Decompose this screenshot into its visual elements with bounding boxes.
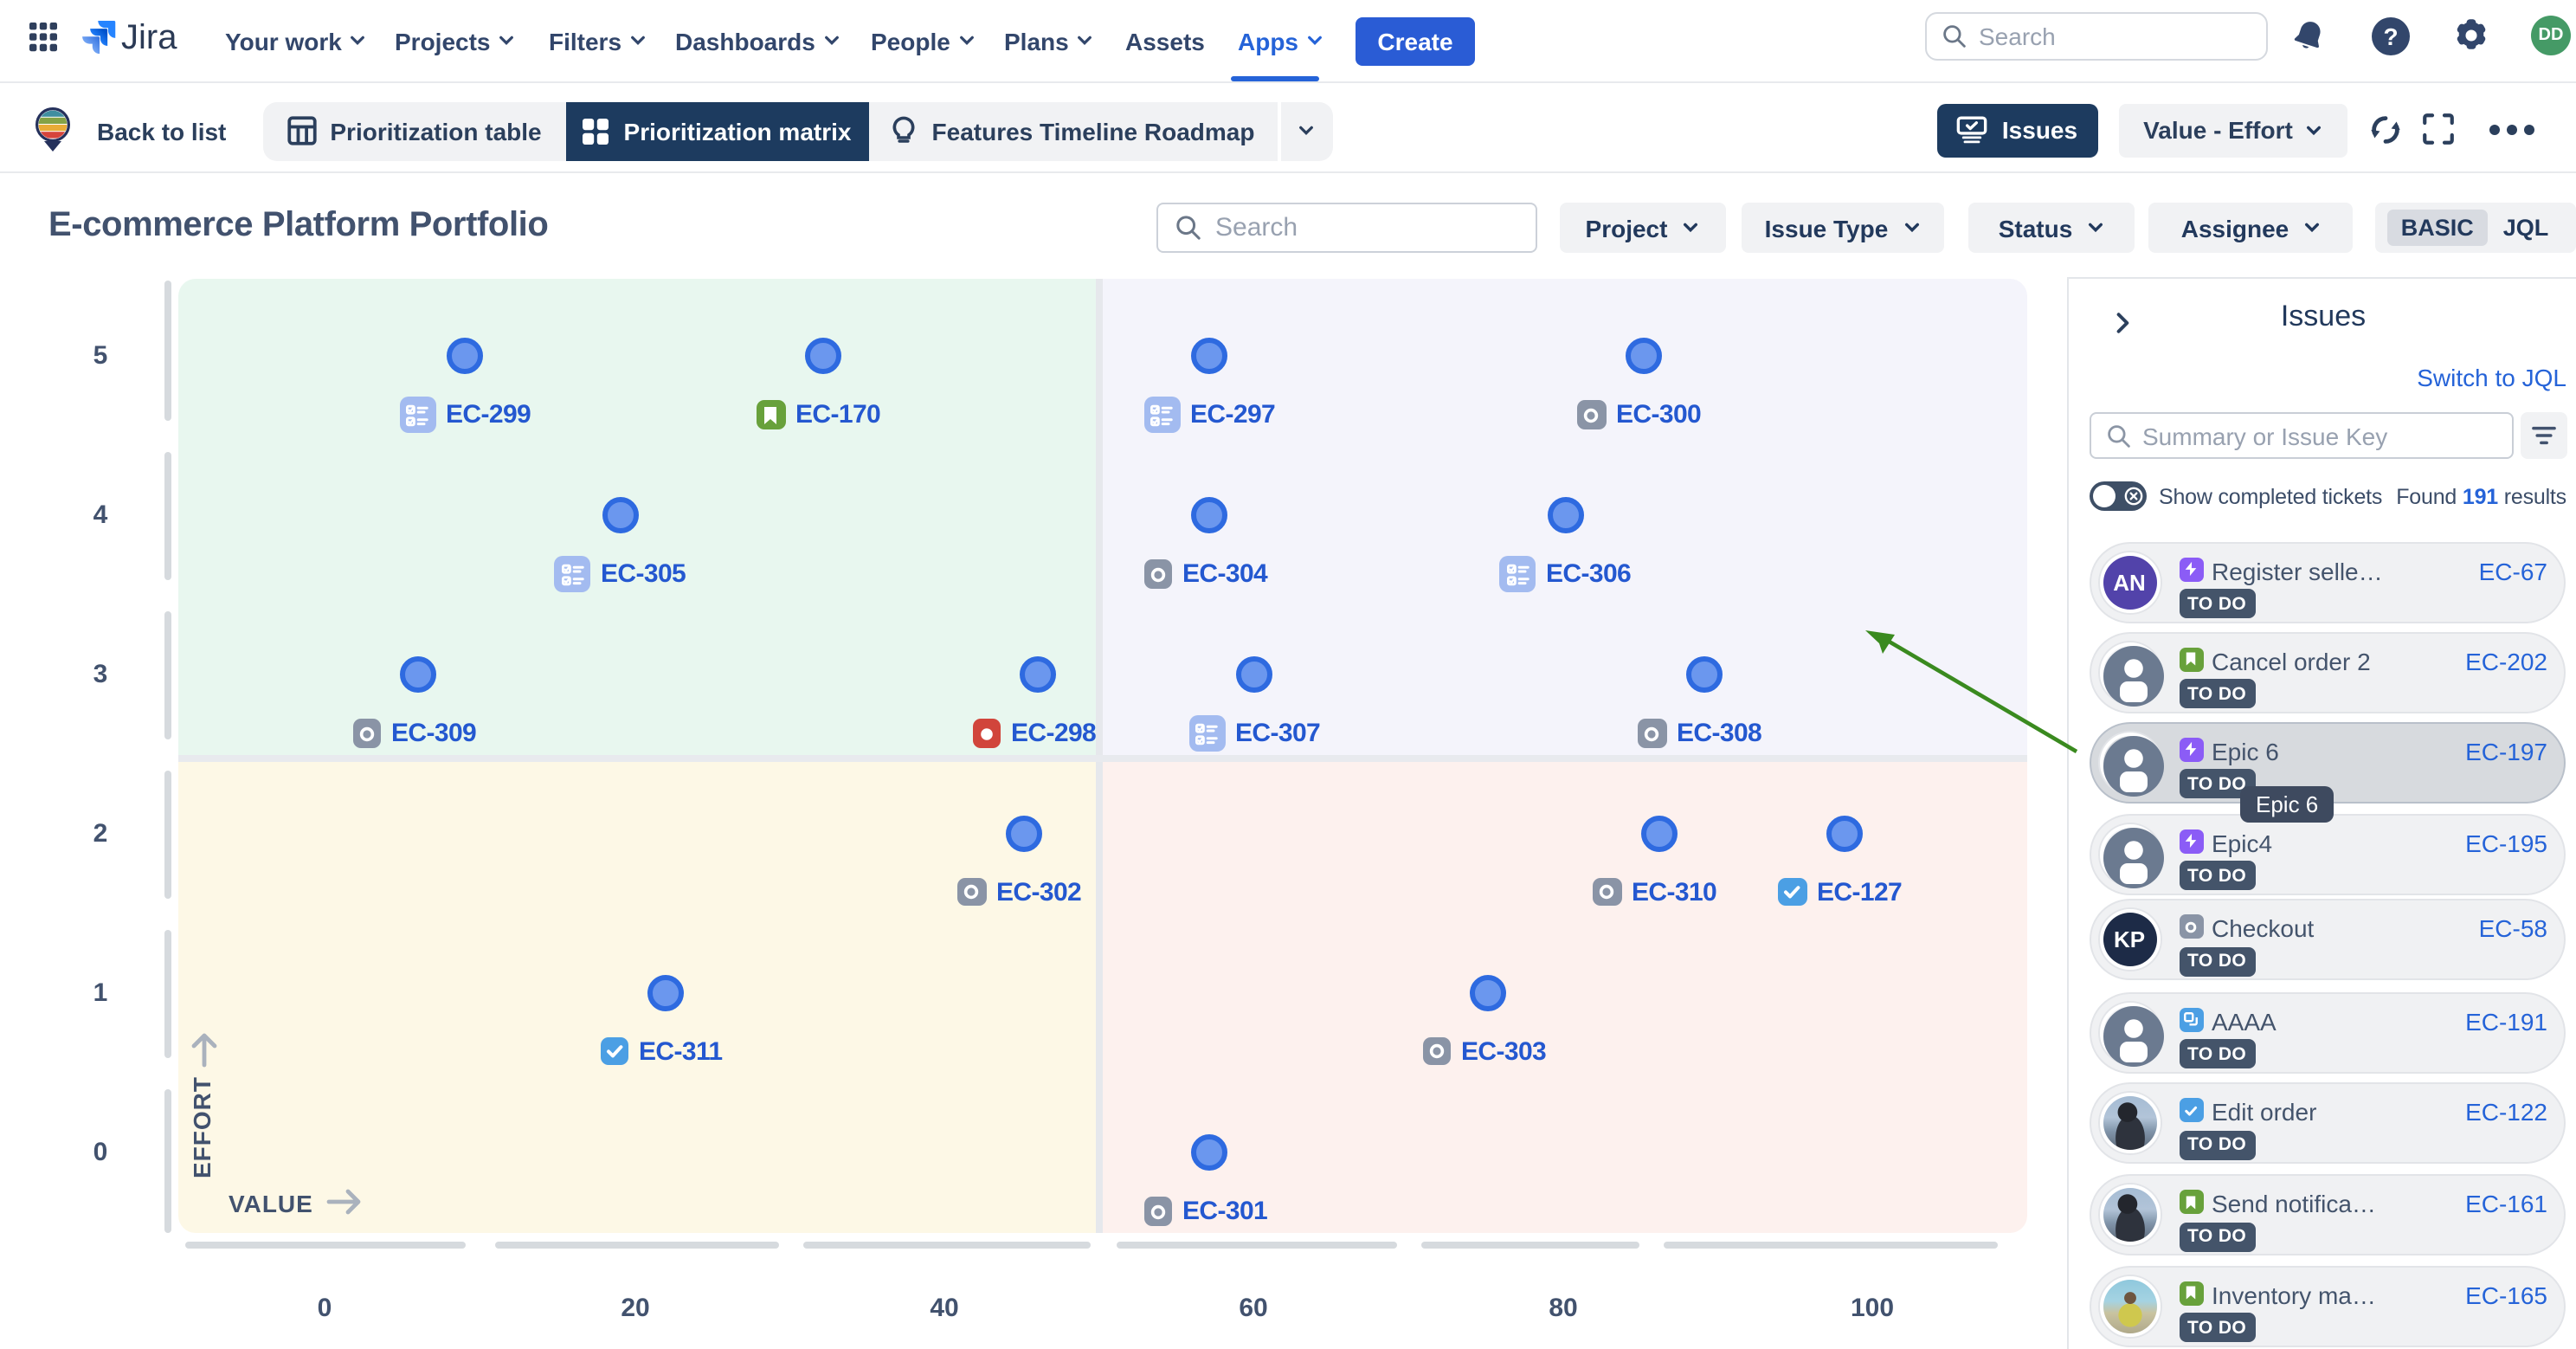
svg-text:?: ? [2383, 23, 2398, 50]
